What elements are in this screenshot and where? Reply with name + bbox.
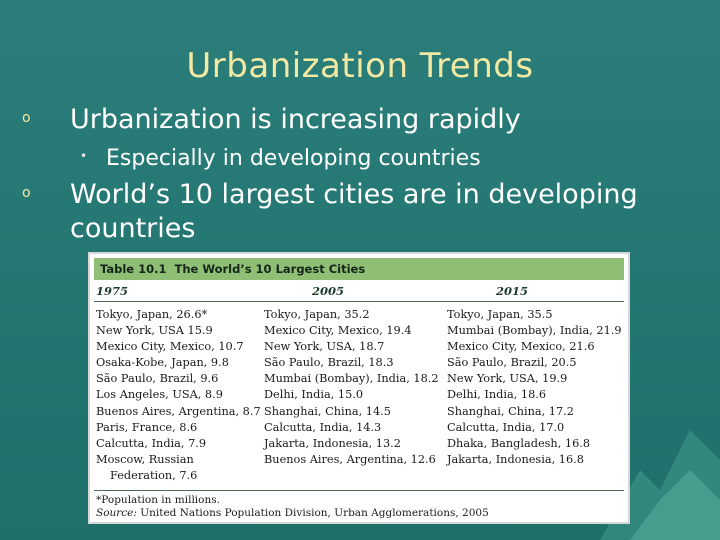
source-text: United Nations Population Division, Urba… (140, 507, 489, 519)
sub-bullet-developing: • Especially in developing countries (80, 146, 481, 171)
header-divider (94, 301, 624, 302)
table-cell: Mexico City, Mexico, 10.7 (96, 340, 244, 354)
table-cell: New York, USA, 18.7 (264, 340, 385, 354)
table-cell: Delhi, India, 18.6 (447, 388, 547, 402)
table-cell: Tokyo, Japan, 35.2 (264, 308, 370, 321)
column-header-2015: 2015 (496, 284, 529, 298)
table-cell: Paris, France, 8.6 (96, 420, 198, 434)
table-cell: Moscow, Russian (96, 452, 194, 466)
table-cell: Dhaka, Bangladesh, 16.8 (447, 436, 591, 450)
table-cell: New York, USA, 19.9 (447, 372, 568, 386)
bullet-urbanization: o Urbanization is increasing rapidly (22, 104, 521, 135)
column-2015: Tokyo, Japan, 35.5 Mumbai (Bombay), Indi… (447, 307, 622, 468)
column-header-1975: 1975 (96, 284, 129, 298)
source-label: Source: (96, 507, 137, 519)
table-footnote: *Population in millions. (96, 494, 220, 506)
bullet-marker: o (22, 109, 31, 126)
table-cell: Calcutta, India, 7.9 (96, 436, 207, 450)
column-header-2005: 2005 (312, 284, 345, 298)
sub-bullet-marker: • (80, 149, 88, 163)
table-cell: Buenos Aires, Argentina, 12.6 (264, 452, 436, 466)
table-cell: Tokyo, Japan, 26.6* (96, 308, 208, 321)
table-number: Table 10.1 (100, 262, 167, 276)
bullet-marker: o (22, 184, 31, 201)
column-1975: Tokyo, Japan, 26.6* New York, USA 15.9 M… (96, 307, 261, 484)
sub-bullet-text: Especially in developing countries (106, 146, 481, 171)
bullet-largest-cities: o World’s 10 largest cities are in develo… (22, 178, 702, 246)
table-cell: Mumbai (Bombay), India, 18.2 (264, 372, 439, 386)
table-cell: Los Angeles, USA, 8.9 (96, 388, 223, 402)
table-cell: Delhi, India, 15.0 (264, 388, 364, 402)
bullet-text: Urbanization is increasing rapidly (70, 104, 521, 135)
table-cell: Buenos Aires, Argentina, 8.7 (96, 404, 261, 418)
footer-divider (94, 490, 624, 491)
table-cell: Jakarta, Indonesia, 16.8 (447, 452, 584, 466)
table-title: The World’s 10 Largest Cities (174, 262, 366, 276)
largest-cities-table: Table 10.1 The World’s 10 Largest Cities … (88, 252, 630, 524)
table-cell: New York, USA 15.9 (96, 324, 213, 338)
table-cell: Shanghai, China, 17.2 (447, 404, 574, 418)
table-cell: Jakarta, Indonesia, 13.2 (264, 436, 401, 450)
table-cell: Mumbai (Bombay), India, 21.9 (447, 324, 622, 338)
table-cell: Shanghai, China, 14.5 (264, 404, 391, 418)
table-cell: Mexico City, Mexico, 19.4 (264, 324, 412, 338)
slide-title: Urbanization Trends (186, 46, 534, 86)
table-cell: Tokyo, Japan, 35.5 (447, 308, 553, 321)
table-cell: São Paulo, Brazil, 20.5 (447, 356, 577, 370)
table-cell: São Paulo, Brazil, 9.6 (96, 372, 219, 386)
table-cell: Calcutta, India, 17.0 (447, 420, 565, 434)
column-2005: Tokyo, Japan, 35.2 Mexico City, Mexico, … (264, 307, 439, 468)
table-title-bar: Table 10.1 The World’s 10 Largest Cities (94, 258, 624, 280)
table-cell: Calcutta, India, 14.3 (264, 420, 382, 434)
table-source: Source: United Nations Population Divisi… (96, 507, 489, 520)
bullet-text: World’s 10 largest cities are in develop… (70, 179, 638, 244)
table-cell: Federation, 7.6 (110, 468, 198, 482)
table-cell: Osaka-Kobe, Japan, 9.8 (96, 356, 229, 370)
table-cell: São Paulo, Brazil, 18.3 (264, 356, 394, 370)
table-cell: Mexico City, Mexico, 21.6 (447, 340, 595, 354)
